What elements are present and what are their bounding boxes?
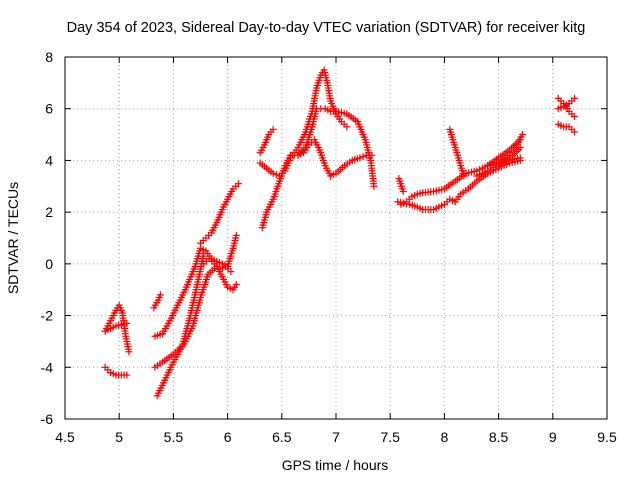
data-point — [232, 281, 240, 289]
x-axis-label: GPS time / hours — [282, 457, 389, 473]
data-point — [123, 319, 131, 327]
data-point — [227, 268, 235, 276]
data-point — [570, 128, 578, 136]
x-tick-label: 4.5 — [55, 429, 75, 445]
y-tick-label: 4 — [45, 152, 53, 168]
data-point — [399, 187, 407, 195]
data-point — [269, 169, 277, 177]
y-tick-label: -6 — [41, 411, 54, 427]
axis-ticks — [64, 56, 608, 420]
y-tick-label: 6 — [45, 101, 53, 117]
data-point — [399, 199, 407, 207]
x-tick-label: 6 — [224, 429, 232, 445]
x-tick-label: 6.5 — [272, 429, 292, 445]
x-tick-label: 9.5 — [597, 429, 617, 445]
data-point — [516, 156, 524, 164]
data-point — [200, 250, 208, 258]
data-point — [356, 154, 364, 162]
x-tick-labels: 4.5 5 5.5 6 6.5 7 7.5 8 8.5 9 9.5 — [55, 429, 617, 445]
data-point — [234, 180, 242, 188]
x-tick-label: 8.5 — [489, 429, 509, 445]
data-point — [460, 172, 468, 180]
x-tick-label: 5 — [115, 429, 123, 445]
x-tick-label: 8 — [441, 429, 449, 445]
data-point — [343, 123, 351, 131]
track-marker — [272, 171, 280, 179]
track-marker — [402, 200, 410, 208]
data-point — [123, 371, 131, 379]
y-tick-label: -2 — [41, 308, 54, 324]
x-tick-label: 5.5 — [164, 429, 184, 445]
y-tick-label: 0 — [45, 256, 53, 272]
data-point — [570, 112, 578, 120]
data-point — [368, 151, 376, 159]
data-points — [101, 66, 578, 400]
y-tick-labels: -6 -4 -2 0 2 4 6 8 — [41, 49, 54, 427]
data-point — [232, 231, 240, 239]
chart-title: Day 354 of 2023, Sidereal Day-to-day VTE… — [67, 20, 586, 36]
data-point — [570, 94, 578, 102]
y-tick-label: 2 — [45, 204, 53, 220]
y-tick-label: -4 — [41, 359, 54, 375]
y-tick-label: 8 — [45, 49, 53, 65]
y-axis-label: SDTVAR / TECUs — [5, 182, 21, 294]
grid-lines — [65, 57, 607, 419]
data-point — [518, 131, 526, 139]
data-point — [125, 348, 133, 356]
x-tick-label: 7 — [332, 429, 340, 445]
x-tick-label: 7.5 — [380, 429, 400, 445]
data-point — [156, 291, 164, 299]
track-marker — [359, 153, 367, 161]
data-point — [370, 182, 378, 190]
data-point — [269, 125, 277, 133]
data-point — [516, 144, 524, 151]
x-tick-label: 9 — [549, 429, 557, 445]
